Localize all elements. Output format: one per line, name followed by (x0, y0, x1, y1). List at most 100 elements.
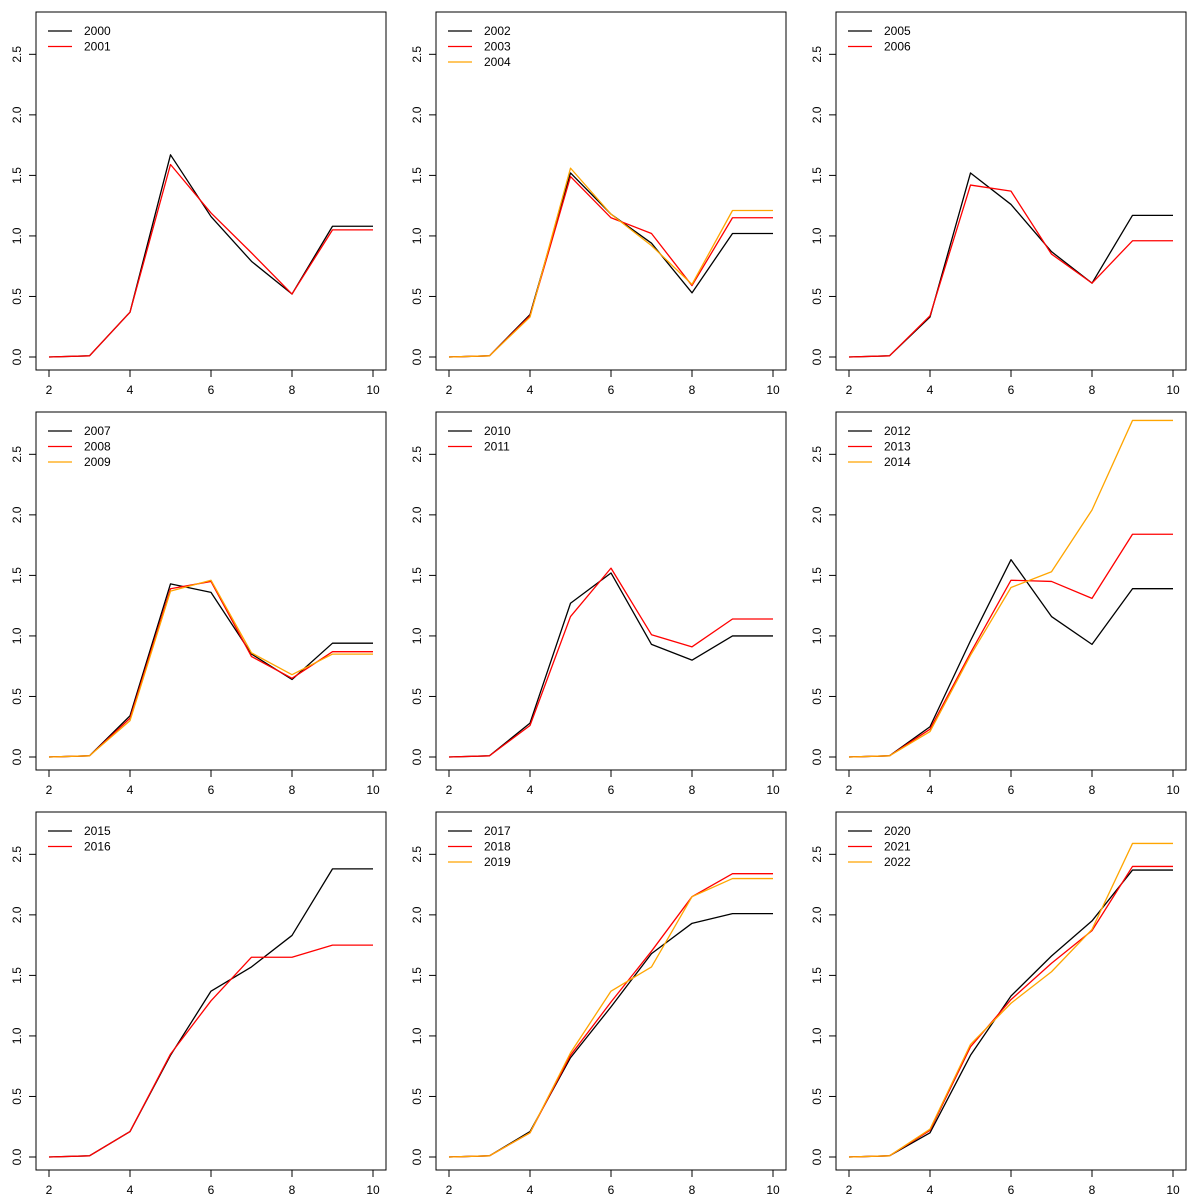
legend-label: 2015 (84, 824, 111, 838)
y-tick-label: 0.0 (810, 1148, 824, 1165)
y-tick-label: 2.5 (10, 46, 24, 63)
y-tick-label: 1.0 (10, 1027, 24, 1044)
x-tick-label: 2 (446, 383, 453, 397)
x-tick-label: 6 (1008, 383, 1015, 397)
y-tick-label: 2.5 (410, 446, 424, 463)
y-tick-label: 2.0 (410, 906, 424, 923)
y-tick-label: 0.5 (10, 688, 24, 705)
x-tick-label: 2 (446, 1183, 453, 1197)
legend-label: 2000 (84, 24, 111, 38)
legend-label: 2013 (884, 440, 911, 454)
legend-label: 2004 (484, 55, 511, 69)
y-tick-label: 2.5 (810, 446, 824, 463)
x-tick-label: 4 (127, 383, 134, 397)
legend-label: 2003 (484, 40, 511, 54)
series-line-2008 (48, 580, 373, 758)
y-tick-label: 1.0 (810, 627, 824, 644)
y-tick-label: 1.5 (410, 967, 424, 984)
x-tick-label: 10 (366, 383, 380, 397)
y-tick-label: 0.5 (810, 688, 824, 705)
y-tick-label: 0.0 (10, 1148, 24, 1165)
x-tick-label: 4 (527, 383, 534, 397)
series-line-2011 (448, 567, 773, 758)
series-line-2000 (48, 154, 373, 358)
y-tick-label: 1.0 (810, 1027, 824, 1044)
y-tick-label: 1.0 (410, 227, 424, 244)
y-tick-label: 0.0 (410, 1148, 424, 1165)
y-tick-label: 1.5 (410, 167, 424, 184)
y-tick-label: 2.0 (10, 106, 24, 123)
series-line-2013 (848, 533, 1173, 758)
series-line-2003 (448, 175, 773, 358)
x-tick-label: 2 (846, 783, 853, 797)
x-tick-label: 8 (689, 783, 696, 797)
x-tick-label: 2 (46, 783, 53, 797)
x-tick-label: 8 (1089, 783, 1096, 797)
y-tick-label: 1.5 (410, 567, 424, 584)
y-tick-label: 0.5 (410, 688, 424, 705)
x-tick-label: 4 (527, 1183, 534, 1197)
legend-label: 2006 (884, 40, 911, 54)
legend-label: 2018 (484, 840, 511, 854)
x-tick-label: 8 (1089, 1183, 1096, 1197)
y-tick-label: 0.0 (810, 348, 824, 365)
y-tick-label: 0.5 (410, 288, 424, 305)
x-tick-label: 6 (208, 1183, 215, 1197)
x-tick-label: 8 (1089, 383, 1096, 397)
legend-label: 2005 (884, 24, 911, 38)
x-tick-label: 10 (766, 383, 780, 397)
series-line-2017 (448, 913, 773, 1158)
y-tick-label: 2.0 (810, 506, 824, 523)
y-tick-label: 0.5 (810, 288, 824, 305)
x-tick-label: 4 (127, 1183, 134, 1197)
y-tick-label: 2.0 (810, 906, 824, 923)
y-tick-label: 0.5 (10, 288, 24, 305)
y-tick-label: 0.5 (810, 1088, 824, 1105)
x-tick-label: 4 (127, 783, 134, 797)
series-line-2020 (848, 869, 1173, 1158)
legend-label: 2022 (884, 855, 911, 869)
x-tick-label: 8 (289, 1183, 296, 1197)
x-tick-label: 10 (1166, 1183, 1180, 1197)
x-tick-label: 10 (766, 783, 780, 797)
x-tick-label: 2 (846, 383, 853, 397)
legend-label: 2010 (484, 424, 511, 438)
series-line-2021 (848, 865, 1173, 1158)
y-tick-label: 1.5 (10, 167, 24, 184)
x-tick-label: 4 (927, 383, 934, 397)
y-tick-label: 2.0 (810, 106, 824, 123)
x-tick-label: 4 (927, 1183, 934, 1197)
series-line-2005 (848, 172, 1173, 358)
legend-label: 2009 (84, 455, 111, 469)
y-tick-label: 1.0 (410, 627, 424, 644)
x-tick-label: 10 (1166, 783, 1180, 797)
y-tick-label: 2.5 (810, 46, 824, 63)
legend-label: 2019 (484, 855, 511, 869)
series-line-2022 (848, 842, 1173, 1158)
legend-label: 2017 (484, 824, 511, 838)
y-tick-label: 0.0 (410, 348, 424, 365)
x-tick-label: 6 (208, 383, 215, 397)
x-tick-label: 10 (366, 1183, 380, 1197)
series-line-2004 (448, 167, 773, 358)
y-tick-label: 2.5 (10, 846, 24, 863)
y-tick-label: 2.5 (410, 46, 424, 63)
panel-1: 2 4 6 8 10 0.0 0.5 1.0 1.5 2.0 2.5 2000 2001 (10, 11, 387, 397)
y-tick-label: 0.0 (10, 748, 24, 765)
series-line-2019 (448, 877, 773, 1158)
y-tick-label: 1.5 (810, 567, 824, 584)
x-tick-label: 6 (208, 783, 215, 797)
series-line-2002 (448, 172, 773, 358)
y-tick-label: 2.0 (410, 106, 424, 123)
series-line-2012 (848, 559, 1173, 758)
y-tick-label: 1.0 (10, 227, 24, 244)
y-tick-label: 2.0 (10, 506, 24, 523)
y-tick-label: 1.0 (810, 227, 824, 244)
x-tick-label: 2 (46, 1183, 53, 1197)
y-tick-label: 0.5 (410, 1088, 424, 1105)
